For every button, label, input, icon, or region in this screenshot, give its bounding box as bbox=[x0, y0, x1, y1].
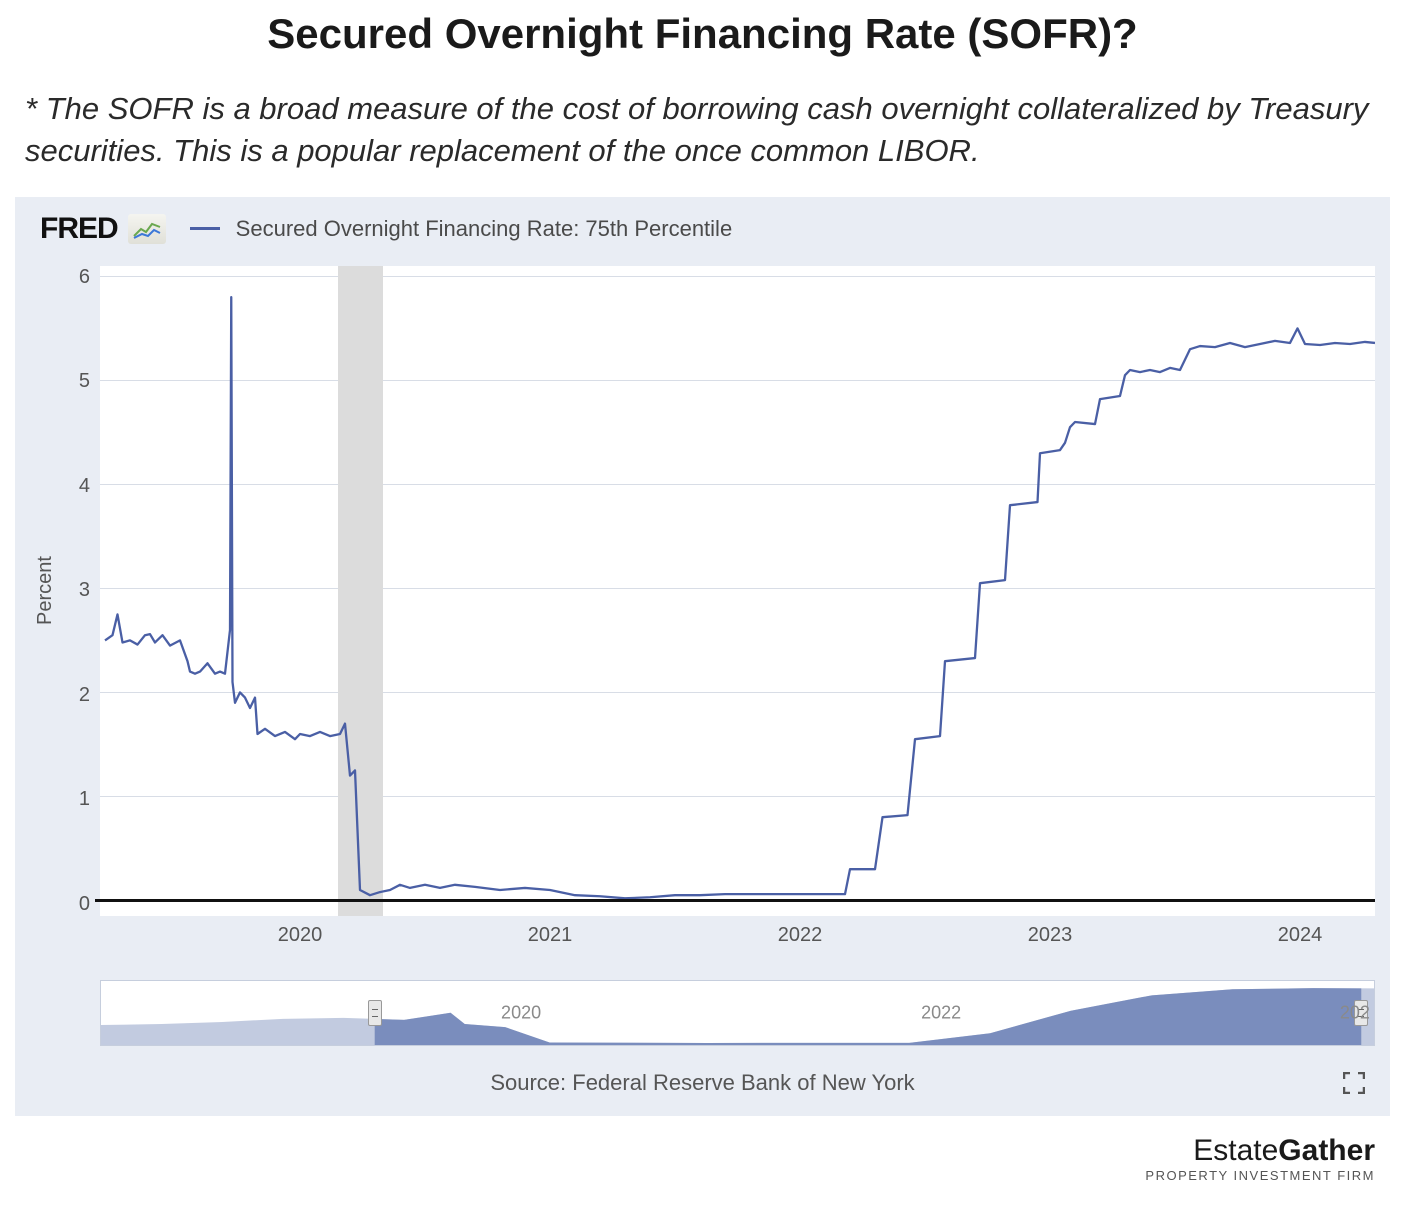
y-tick: 4 bbox=[79, 475, 90, 498]
y-tick: 6 bbox=[79, 266, 90, 289]
y-axis: 6 5 4 3 2 1 0 bbox=[60, 266, 100, 916]
x-axis: 2020 2021 2022 2023 2024 bbox=[100, 916, 1375, 950]
fred-logo: FRED bbox=[40, 212, 118, 246]
navigator-area bbox=[101, 981, 1374, 1045]
page-title: Secured Overnight Financing Rate (SOFR)? bbox=[0, 0, 1405, 88]
brand-name-light: Estate bbox=[1193, 1134, 1278, 1167]
line-series bbox=[100, 266, 1375, 916]
x-tick: 2024 bbox=[1278, 924, 1323, 947]
fullscreen-icon[interactable] bbox=[1343, 1072, 1365, 1094]
nav-label: 2022 bbox=[921, 1002, 961, 1023]
chart-header: FRED Secured Overnight Financing Rate: 7… bbox=[30, 212, 1375, 256]
y-tick: 3 bbox=[79, 579, 90, 602]
description: * The SOFR is a broad measure of the cos… bbox=[0, 88, 1405, 197]
baseline bbox=[95, 899, 1375, 902]
x-tick: 2023 bbox=[1028, 924, 1073, 947]
chart-icon bbox=[128, 214, 166, 244]
y-tick: 0 bbox=[79, 893, 90, 916]
range-navigator[interactable]: 2020 2022 202 bbox=[100, 980, 1375, 1046]
brand-name-bold: Gather bbox=[1278, 1134, 1375, 1167]
y-tick: 1 bbox=[79, 788, 90, 811]
y-axis-label: Percent bbox=[30, 266, 60, 916]
plot-area[interactable] bbox=[100, 266, 1375, 916]
nav-handle-left[interactable] bbox=[368, 1000, 382, 1026]
nav-label: 2020 bbox=[501, 1002, 541, 1023]
brand-tagline: PROPERTY INVESTMENT FIRM bbox=[1145, 1169, 1375, 1182]
x-tick: 2022 bbox=[778, 924, 823, 947]
y-tick: 5 bbox=[79, 370, 90, 393]
y-tick: 2 bbox=[79, 684, 90, 707]
brand-logo: EstateGather PROPERTY INVESTMENT FIRM bbox=[1145, 1136, 1375, 1182]
description-prefix: * bbox=[25, 91, 46, 126]
legend-label: Secured Overnight Financing Rate: 75th P… bbox=[236, 216, 733, 242]
chart-panel: FRED Secured Overnight Financing Rate: 7… bbox=[15, 197, 1390, 1116]
legend-swatch bbox=[190, 227, 220, 230]
x-tick: 2021 bbox=[528, 924, 573, 947]
source-label: Source: Federal Reserve Bank of New York bbox=[490, 1070, 914, 1096]
description-text: The SOFR is a broad measure of the cost … bbox=[25, 91, 1368, 168]
nav-label: 202 bbox=[1340, 1002, 1370, 1023]
x-tick: 2020 bbox=[278, 924, 323, 947]
